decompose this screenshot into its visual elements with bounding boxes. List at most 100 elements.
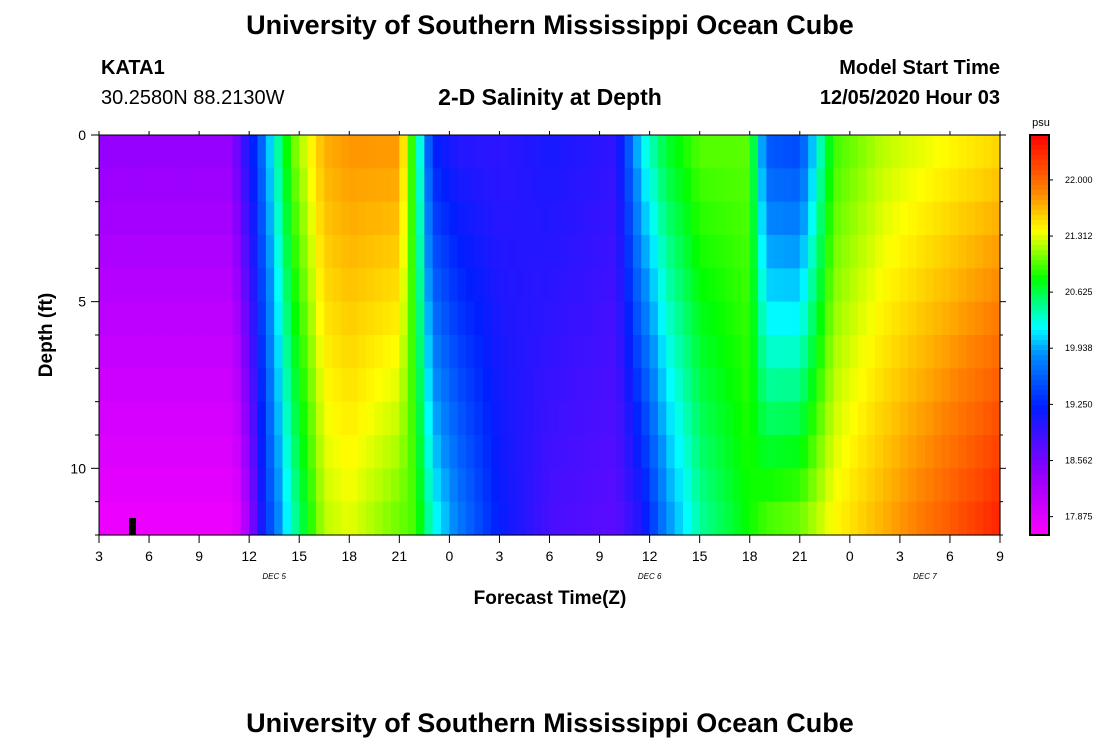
heatmap-cell: [766, 168, 776, 203]
heatmap-cell: [641, 368, 651, 403]
heatmap-cell: [516, 168, 526, 203]
heatmap-cell: [599, 335, 609, 369]
heatmap-cell: [808, 135, 818, 169]
heatmap-cell: [916, 401, 926, 436]
colorbar-segment: [1030, 150, 1049, 156]
heatmap-cell: [324, 435, 334, 469]
heatmap-cell: [557, 235, 567, 269]
heatmap-cell: [991, 501, 1001, 536]
heatmap-cell: [808, 301, 818, 336]
x-tick-label: 18: [341, 548, 357, 564]
heatmap-cell: [883, 201, 893, 236]
heatmap-cell: [841, 501, 851, 536]
heatmap-cell: [307, 501, 317, 536]
heatmap-cell: [449, 201, 459, 236]
heatmap-cell: [416, 401, 425, 436]
current-time-marker: [129, 518, 136, 535]
heatmap-cell: [541, 135, 551, 169]
heatmap-cell: [891, 168, 901, 203]
colorbar-segment: [1030, 390, 1049, 396]
heatmap-cell: [257, 235, 267, 269]
heatmap-cell: [557, 201, 567, 236]
heatmap-cell: [249, 368, 259, 403]
heatmap-cell: [399, 235, 409, 269]
heatmap-cell: [582, 235, 592, 269]
colorbar-segment: [1030, 145, 1049, 151]
heatmap-cell: [349, 268, 359, 303]
heatmap-cell: [758, 501, 767, 536]
heatmap-cell: [441, 435, 450, 469]
heatmap-cell: [315, 468, 325, 503]
heatmap-cell: [132, 168, 142, 203]
heatmap-cell: [365, 201, 375, 236]
heatmap-cell: [390, 168, 400, 203]
heatmap-cell: [457, 268, 467, 303]
heatmap-cell: [290, 501, 300, 536]
heatmap-cell: [382, 368, 392, 403]
heatmap-cell: [641, 135, 651, 169]
heatmap-cell: [265, 301, 275, 336]
heatmap-cell: [816, 235, 826, 269]
y-tick-label: 5: [78, 294, 86, 310]
heatmap-cell: [666, 468, 676, 503]
heatmap-cell: [899, 335, 909, 369]
heatmap-cell: [240, 435, 250, 469]
heatmap-cell: [457, 401, 467, 436]
heatmap-cell: [582, 468, 592, 503]
heatmap-cell: [691, 335, 701, 369]
heatmap-cell: [474, 168, 484, 203]
heatmap-cell: [808, 335, 818, 369]
heatmap-cell: [833, 201, 843, 236]
heatmap-cell: [924, 368, 934, 403]
heatmap-cell: [749, 268, 759, 303]
heatmap-cell: [332, 501, 342, 536]
colorbar-segment: [1030, 330, 1049, 336]
heatmap-cell: [749, 335, 759, 369]
heatmap-cell: [182, 435, 192, 469]
heatmap-cell: [949, 501, 959, 536]
heatmap-cell: [616, 168, 626, 203]
colorbar-segment: [1030, 135, 1049, 141]
heatmap-cell: [124, 235, 133, 269]
heatmap-cell: [557, 401, 567, 436]
heatmap-cell: [657, 201, 667, 236]
heatmap-cell: [866, 435, 876, 469]
heatmap-cell: [733, 368, 742, 403]
colorbar-segment: [1030, 375, 1049, 381]
heatmap-cell: [374, 201, 384, 236]
heatmap-cell: [324, 235, 334, 269]
heatmap-cell: [174, 468, 184, 503]
colorbar-segment: [1030, 510, 1049, 516]
heatmap-cell: [808, 401, 818, 436]
heatmap-cell: [491, 235, 501, 269]
heatmap-cell: [457, 435, 467, 469]
heatmap-cell: [257, 268, 267, 303]
heatmap-cell: [524, 468, 534, 503]
heatmap-cell: [265, 401, 275, 436]
heatmap-cell: [474, 268, 484, 303]
heatmap-cell: [507, 435, 517, 469]
heatmap-cell: [174, 368, 184, 403]
colorbar-segment: [1030, 225, 1049, 231]
heatmap-cell: [99, 268, 108, 303]
heatmap-cell: [883, 335, 893, 369]
heatmap-cell: [407, 501, 417, 536]
heatmap-cell: [424, 435, 434, 469]
heatmap-cell: [991, 468, 1001, 503]
heatmap-cell: [257, 401, 267, 436]
heatmap-cell: [491, 401, 501, 436]
heatmap-cell: [933, 368, 943, 403]
heatmap-cell: [499, 168, 509, 203]
heatmap-cell: [649, 468, 659, 503]
heatmap-cell: [207, 435, 217, 469]
x-tick-label: 3: [95, 548, 103, 564]
heatmap-cell: [858, 268, 868, 303]
heatmap-cell: [774, 301, 784, 336]
heatmap-cell: [632, 501, 642, 536]
heatmap-cell: [774, 335, 784, 369]
heatmap-cell: [365, 368, 375, 403]
heatmap-cell: [424, 301, 434, 336]
heatmap-cell: [666, 235, 676, 269]
heatmap-cell: [941, 501, 951, 536]
colorbar-segment: [1030, 320, 1049, 326]
